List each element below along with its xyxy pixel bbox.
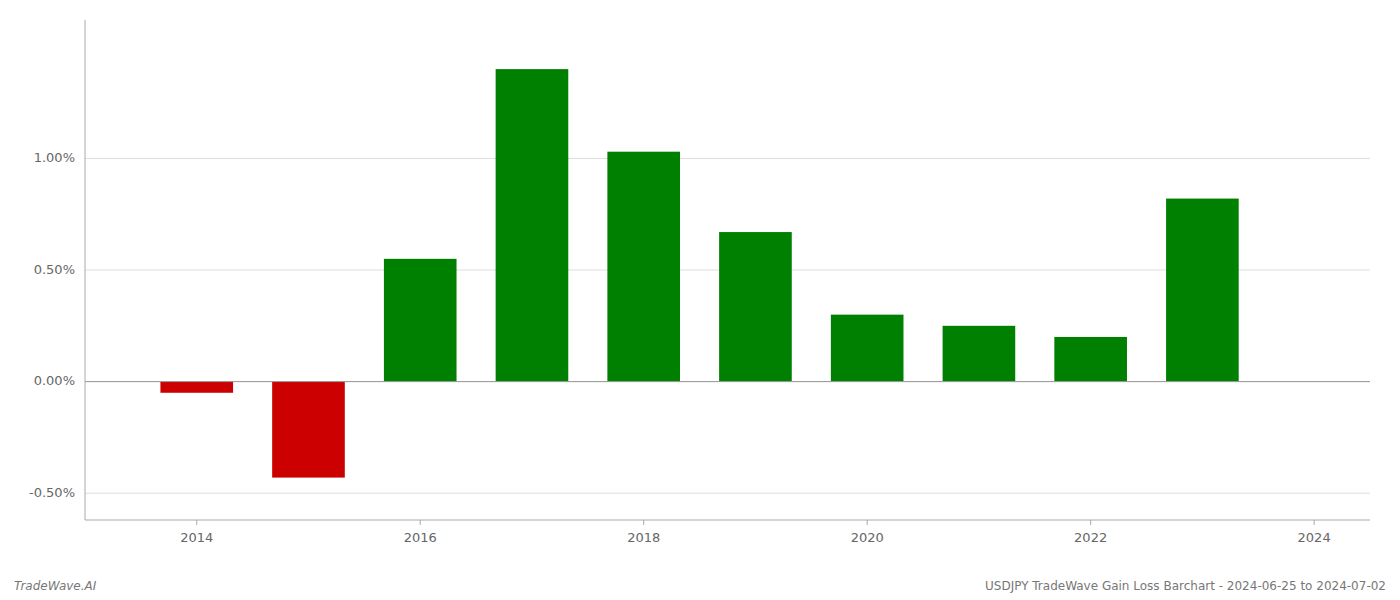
bar xyxy=(831,315,904,382)
bar xyxy=(496,69,569,382)
x-tick-label: 2024 xyxy=(1298,530,1331,545)
grid-line xyxy=(85,381,1370,382)
x-tick xyxy=(643,520,644,525)
bar xyxy=(1054,337,1127,382)
x-tick xyxy=(1314,520,1315,525)
y-grid xyxy=(85,158,1370,493)
y-axis-line xyxy=(85,20,86,520)
chart: -0.50% 0.00% 0.50% 1.00% 2014 2016 2018 2020 202… xyxy=(0,0,1400,600)
x-tick-label: 2014 xyxy=(180,530,213,545)
grid-line xyxy=(85,158,1370,159)
x-tick xyxy=(196,520,197,525)
bar xyxy=(160,382,233,393)
x-tick xyxy=(420,520,421,525)
bar xyxy=(1166,199,1239,382)
x-tick xyxy=(1090,520,1091,525)
x-tick-label: 2016 xyxy=(404,530,437,545)
x-tick xyxy=(867,520,868,525)
bar xyxy=(607,152,680,382)
bar xyxy=(272,382,345,478)
x-tick-label: 2020 xyxy=(851,530,884,545)
y-tick-label: 0.50% xyxy=(34,262,75,277)
footer-right: USDJPY TradeWave Gain Loss Barchart - 20… xyxy=(985,579,1386,593)
x-tick-label: 2022 xyxy=(1074,530,1107,545)
x-tick-label: 2018 xyxy=(627,530,660,545)
x-axis-line xyxy=(85,520,1370,521)
grid-line xyxy=(85,493,1370,494)
footer-left: TradeWave.AI xyxy=(14,579,97,593)
y-tick-label: 1.00% xyxy=(34,150,75,165)
zero-line xyxy=(85,381,1370,382)
bars xyxy=(160,69,1238,477)
y-tick-label: -0.50% xyxy=(29,485,75,500)
bar xyxy=(384,259,457,382)
bar xyxy=(943,326,1016,382)
bar xyxy=(719,232,792,382)
y-tick-label: 0.00% xyxy=(34,373,75,388)
